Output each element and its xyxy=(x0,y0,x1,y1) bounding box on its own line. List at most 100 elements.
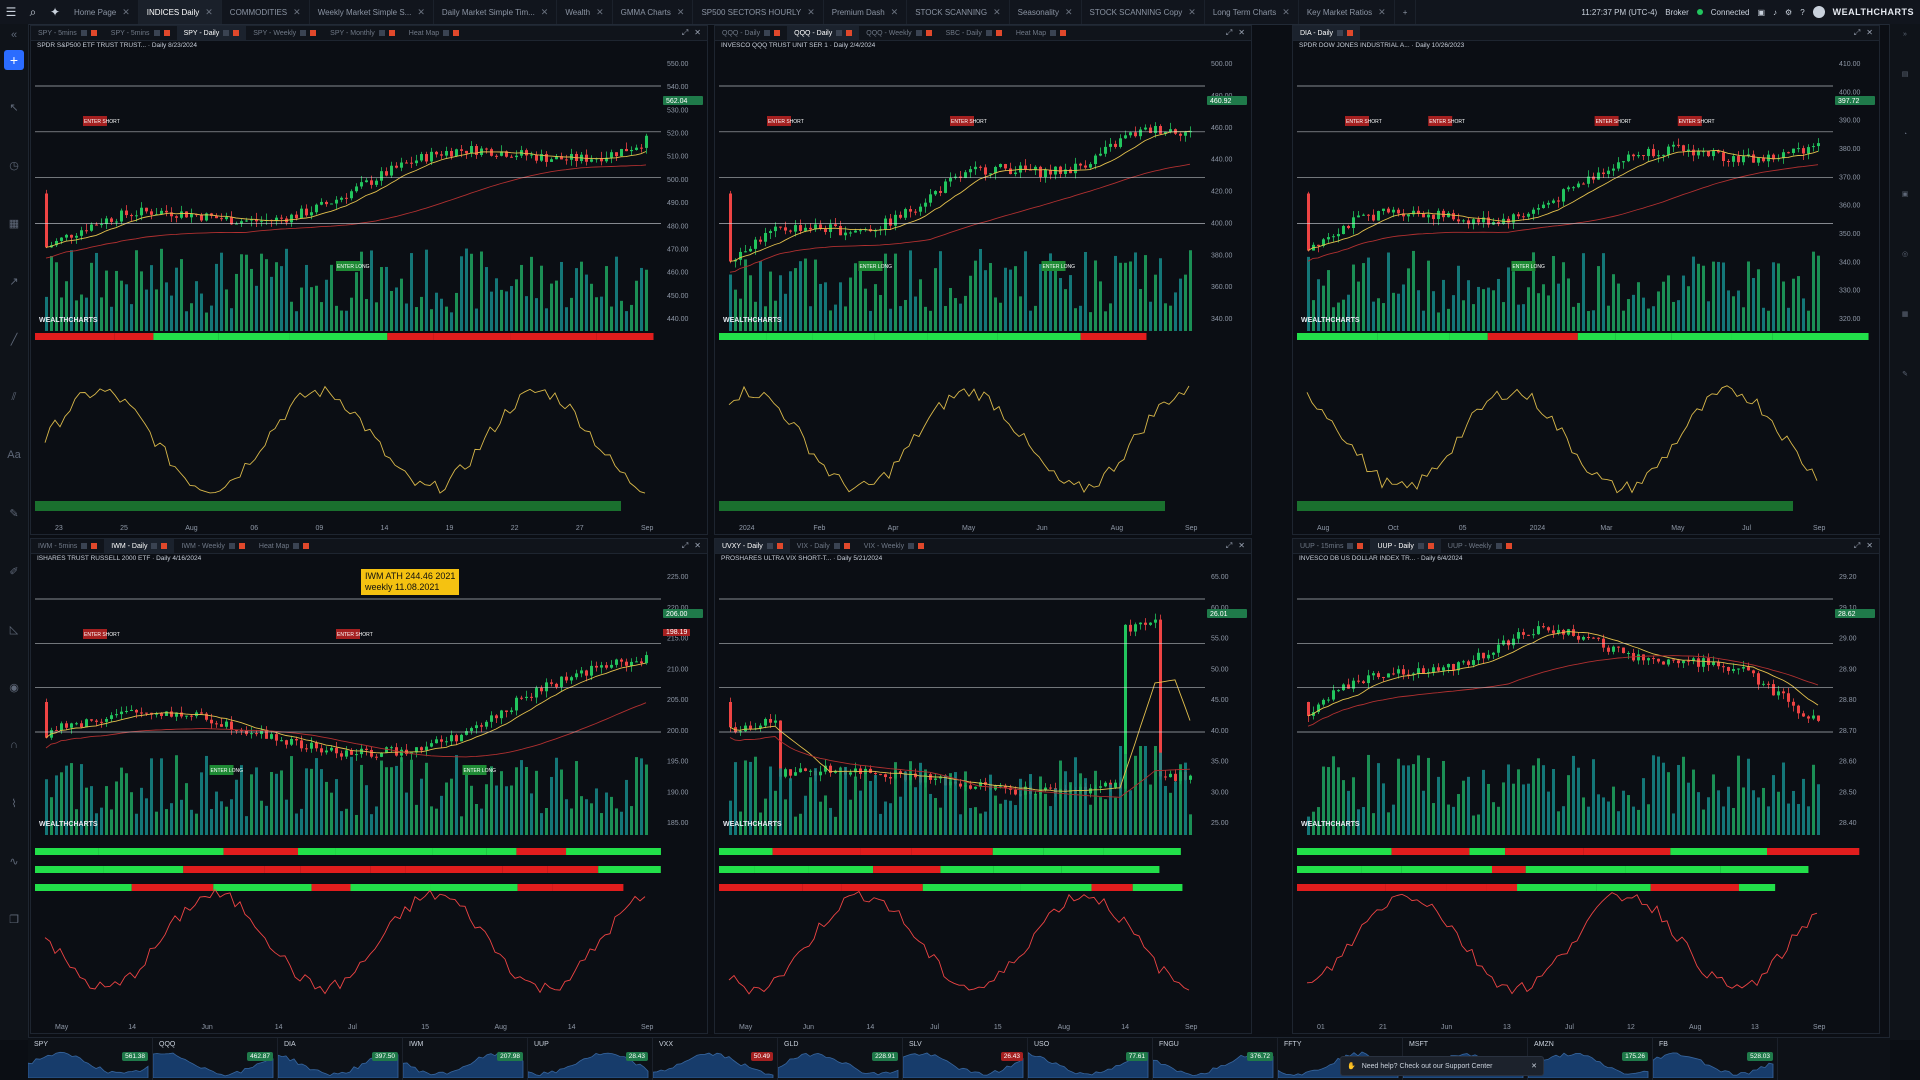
tab-close-icon[interactable] xyxy=(918,543,925,549)
tab-options-icon[interactable] xyxy=(378,30,385,36)
chart-tab[interactable]: IWM - Daily xyxy=(104,539,175,553)
chart-tab[interactable]: QQQ - Daily xyxy=(787,26,860,40)
enter-long-signal[interactable]: ENTER LONG xyxy=(858,261,893,271)
support-toast[interactable]: ✋ Need help? Check out our Support Cente… xyxy=(1340,1056,1544,1076)
layers-tool-icon[interactable]: ❐ xyxy=(9,913,19,926)
tab-close-icon[interactable] xyxy=(233,30,240,36)
channel-tool-icon[interactable]: ⫽ xyxy=(11,390,17,403)
close-icon[interactable]: ✕ xyxy=(122,6,130,17)
tab-close-icon[interactable] xyxy=(843,543,850,549)
ticker-item[interactable]: IWM 207.98 xyxy=(403,1038,528,1080)
calendar-tool-icon[interactable]: ▦ xyxy=(8,217,20,230)
chart-tab[interactable]: UUP - 15mins xyxy=(1293,539,1370,553)
enter-long-signal[interactable]: ENTER LONG xyxy=(1041,261,1076,271)
close-icon[interactable]: ✕ xyxy=(1238,541,1245,550)
workspace-tab[interactable]: Seasonality ✕ xyxy=(1010,0,1082,24)
tab-options-icon[interactable] xyxy=(833,543,840,549)
tab-close-icon[interactable] xyxy=(453,30,460,36)
brush-tool-icon[interactable]: ✐ xyxy=(9,565,19,578)
workspace-tab[interactable]: Key Market Ratios ✕ xyxy=(1299,0,1395,24)
chart-tab[interactable]: QQQ - Daily xyxy=(715,26,787,40)
wave-tool-icon[interactable]: ∿ xyxy=(9,855,19,868)
chart-tab[interactable]: QQQ - Weekly xyxy=(859,26,938,40)
workspace-tab[interactable]: Home Page ✕ xyxy=(66,0,139,24)
tab-options-icon[interactable] xyxy=(80,30,87,36)
tab-close-icon[interactable] xyxy=(774,30,781,36)
support-toast-text[interactable]: Need help? Check out our Support Center xyxy=(1361,1062,1493,1070)
maximize-icon[interactable]: ⤢ xyxy=(1225,541,1233,550)
enter-long-signal[interactable]: ENTER LONG xyxy=(209,765,244,775)
chart-tab[interactable]: IWM - Weekly xyxy=(174,539,251,553)
tab-close-icon[interactable] xyxy=(995,30,1002,36)
measure-tool-icon[interactable]: ◺ xyxy=(9,623,19,636)
price-annotation[interactable]: IWM ATH 244.46 2021 weekly 11.08.2021 xyxy=(361,569,460,595)
ticker-item[interactable]: GLD 228.91 xyxy=(778,1038,903,1080)
tab-options-icon[interactable] xyxy=(1417,543,1424,549)
ticker-item[interactable]: DIA 397.50 xyxy=(278,1038,403,1080)
search-icon[interactable]: ⌕ xyxy=(29,4,37,19)
scanner-icon[interactable]: ◎ xyxy=(1901,251,1909,258)
close-icon[interactable]: ✕ xyxy=(694,541,701,550)
chart-canvas[interactable]: 65.0060.0055.0050.0045.0040.0035.0030.00… xyxy=(715,539,1251,1033)
chart-tab[interactable]: UUP - Daily xyxy=(1370,539,1441,553)
tab-close-icon[interactable] xyxy=(303,543,310,549)
eye-tool-icon[interactable]: ◉ xyxy=(9,681,19,694)
close-icon[interactable]: ✕ xyxy=(1866,541,1873,550)
enter-short-signal[interactable]: ENTER SHORT xyxy=(83,629,120,639)
close-icon[interactable]: ✕ xyxy=(993,6,1001,17)
tab-options-icon[interactable] xyxy=(293,543,300,549)
ticker-item[interactable]: FNGU 376.72 xyxy=(1153,1038,1278,1080)
ticker-item[interactable]: FB 528.03 xyxy=(1653,1038,1778,1080)
close-icon[interactable]: ✕ xyxy=(890,6,899,17)
chart-tool-icon[interactable]: ⌇ xyxy=(11,797,17,810)
chart-tab[interactable]: IWM - 5mins xyxy=(31,539,104,553)
enter-short-signal[interactable]: ENTER SHORT xyxy=(1677,116,1715,126)
tab-options-icon[interactable] xyxy=(300,30,307,36)
ticker-item[interactable]: AMZN 175.26 xyxy=(1528,1038,1653,1080)
chart-canvas[interactable]: 500.00480.00460.00440.00420.00400.00380.… xyxy=(715,26,1251,534)
tab-close-icon[interactable] xyxy=(91,543,98,549)
workspace-tab[interactable]: Daily Market Simple Tim... ✕ xyxy=(434,0,558,24)
workspace-tab[interactable]: Long Term Charts ✕ xyxy=(1205,0,1299,24)
chart-tab[interactable]: DIA - Daily xyxy=(1293,26,1361,40)
bell-icon[interactable]: ♪ xyxy=(1773,7,1778,17)
chart-canvas[interactable]: 225.00220.00215.00210.00205.00200.00195.… xyxy=(31,539,707,1033)
chart-panel-iwm[interactable]: IWM - 5mins IWM - Daily IWM - Weekly Heat M… xyxy=(30,538,708,1034)
close-icon[interactable]: ✕ xyxy=(1238,28,1245,37)
enter-short-signal[interactable]: ENTER SHORT xyxy=(767,116,804,126)
pencil-tool-icon[interactable]: ✎ xyxy=(9,507,19,520)
maximize-icon[interactable]: ⤢ xyxy=(1853,28,1861,37)
close-icon[interactable]: ✕ xyxy=(1188,6,1196,17)
chart-tab[interactable]: VIX - Daily xyxy=(790,539,857,553)
close-icon[interactable]: ✕ xyxy=(293,6,301,17)
close-icon[interactable]: ✕ xyxy=(205,6,213,17)
chart-canvas[interactable]: 410.00400.00390.00380.00370.00360.00350.… xyxy=(1293,26,1879,534)
close-icon[interactable]: ✕ xyxy=(1531,1063,1537,1070)
maximize-icon[interactable]: ⤢ xyxy=(681,541,689,550)
gear-icon[interactable]: ⚙ xyxy=(1785,7,1793,17)
add-tab-button[interactable]: + xyxy=(1395,0,1417,24)
chart-tab[interactable]: VIX - Weekly xyxy=(857,539,931,553)
ticker-item[interactable]: UUP 28.43 xyxy=(528,1038,653,1080)
chart-tab[interactable]: UVXY - Daily xyxy=(715,539,790,553)
enter-short-signal[interactable]: ENTER SHORT xyxy=(336,629,373,639)
tab-close-icon[interactable] xyxy=(90,30,97,36)
tab-options-icon[interactable] xyxy=(836,30,843,36)
close-icon[interactable]: ✕ xyxy=(540,6,549,17)
workspace-tab[interactable]: GMMA Charts ✕ xyxy=(613,0,694,24)
alerts-icon[interactable]: ◔ xyxy=(1902,130,1908,138)
workspace-tab[interactable]: SP500 SECTORS HOURLY ✕ xyxy=(693,0,824,24)
tab-close-icon[interactable] xyxy=(1427,543,1434,549)
close-icon[interactable]: ✕ xyxy=(596,6,604,17)
chart-canvas[interactable]: 29.2029.1029.0028.9028.8028.7028.6028.50… xyxy=(1293,539,1879,1033)
tab-close-icon[interactable] xyxy=(388,30,395,36)
chart-tab[interactable]: Heat Map xyxy=(252,539,316,553)
tab-close-icon[interactable] xyxy=(1357,543,1364,549)
tab-options-icon[interactable] xyxy=(443,30,450,36)
tab-close-icon[interactable] xyxy=(776,543,783,549)
enter-long-signal[interactable]: ENTER LONG xyxy=(1511,261,1545,271)
chart-tab[interactable]: UUP - Weekly xyxy=(1441,539,1519,553)
tab-options-icon[interactable] xyxy=(915,30,922,36)
calendar-icon[interactable]: ▦ xyxy=(1901,311,1909,318)
ticker-item[interactable]: VXX 50.49 xyxy=(653,1038,778,1080)
